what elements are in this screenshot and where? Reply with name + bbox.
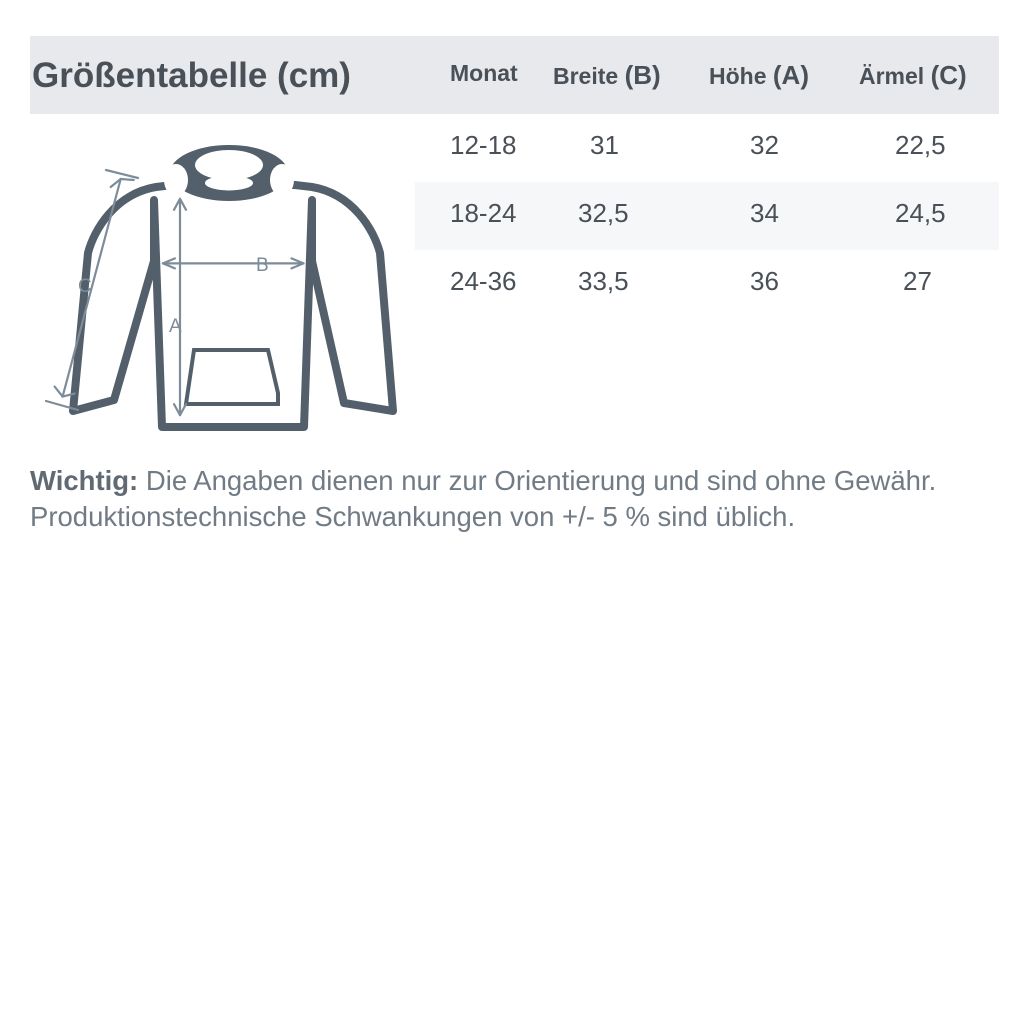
svg-text:B: B: [256, 255, 269, 276]
svg-text:C: C: [78, 276, 92, 297]
svg-text:A: A: [169, 316, 182, 337]
